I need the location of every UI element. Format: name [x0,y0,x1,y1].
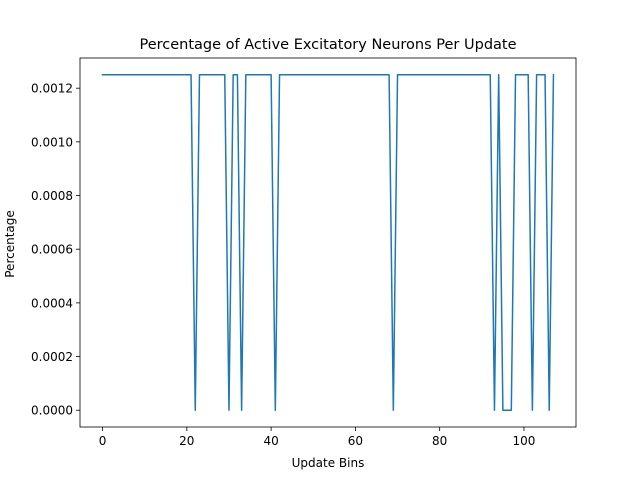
y-tick-label: 0.0004 [31,296,73,310]
x-tick-label: 0 [99,434,107,448]
axes-frame [79,57,577,428]
x-tick-label: 40 [263,434,278,448]
y-axis-label: Percentage [3,210,17,278]
y-tick-label: 0.0010 [31,135,73,149]
x-tick-label: 20 [179,434,194,448]
y-tick-label: 0.0002 [31,350,73,364]
y-tick-label: 0.0000 [31,404,73,418]
x-tick-label: 60 [348,434,363,448]
y-tick-label: 0.0006 [31,243,73,257]
y-tick-label: 0.0008 [31,189,73,203]
x-axis-label: Update Bins [292,456,365,470]
x-tick-label: 100 [513,434,536,448]
plot-area: 0 20 40 60 80 100 0.0000 0.0002 0.0004 0.0006 0.00… [31,57,577,448]
chart-title: Percentage of Active Excitatory Neurons … [139,37,516,53]
series-line-0 [101,74,555,411]
x-tick-label: 80 [432,434,447,448]
y-tick-label: 0.0012 [31,82,73,96]
